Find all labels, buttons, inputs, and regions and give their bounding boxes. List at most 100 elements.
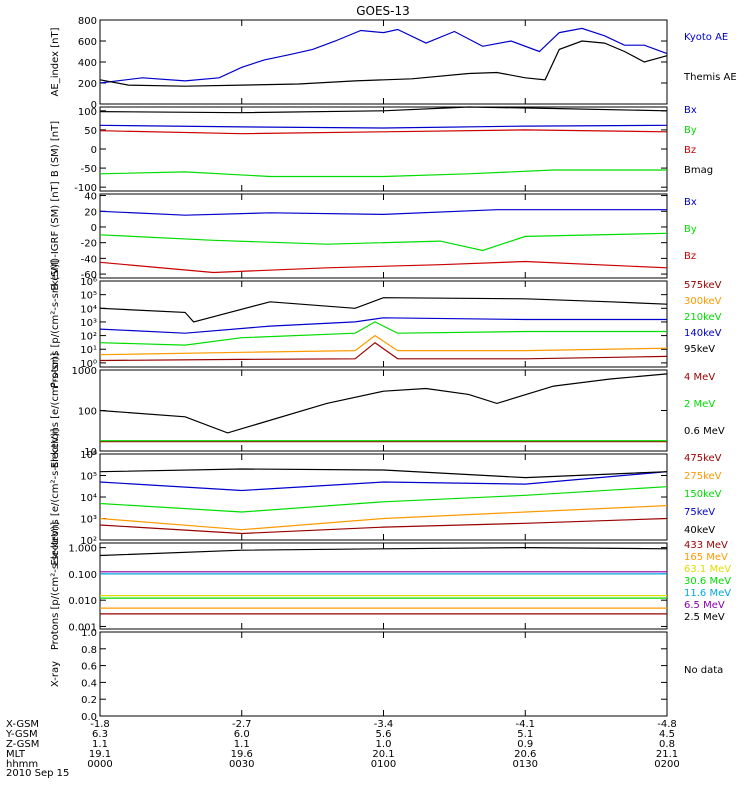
- ephemeris-value: 0200: [654, 759, 679, 770]
- ephemeris-value: 0.8: [659, 739, 675, 750]
- panel-frame: [99, 280, 668, 368]
- y-tick-label: 0: [91, 100, 97, 111]
- y-tick-label: 10⁶: [80, 450, 97, 461]
- y-tick-label: 0.8: [81, 645, 97, 656]
- y-tick-label: 0.100: [68, 570, 97, 581]
- y-tick-label: 1000: [72, 366, 97, 377]
- panel-6: 10² 10³ 10⁴ 10⁵ 10⁶ Electrons [e/(cm²-s-sr-ke…: [50, 428, 722, 565]
- y-axis-label: Protons [p/(cm²-s-sr-keV)]: [50, 260, 61, 388]
- ephemeris-value: 0100: [371, 759, 396, 770]
- legend-entry: 575keV: [684, 280, 722, 291]
- y-tick-label: -100: [74, 183, 97, 194]
- legend-entry: 2.5 MeV: [684, 612, 725, 623]
- ephemeris-value: 0.9: [517, 739, 533, 750]
- y-tick-label: 600: [78, 37, 97, 48]
- y-tick-label: 0.010: [68, 596, 97, 607]
- legend-entry: By: [684, 125, 697, 136]
- y-tick-label: 1.000: [68, 544, 97, 555]
- series-line: [99, 260, 668, 274]
- y-tick-label: 20: [84, 207, 97, 218]
- figure-title: GOES-13: [356, 4, 410, 18]
- legend-entry: Bx: [684, 105, 697, 116]
- series-line: [99, 373, 668, 434]
- ephemeris-value: 1.1: [92, 739, 108, 750]
- y-tick-label: 0: [91, 145, 97, 156]
- panel-2: 100 50 0 -50 -100 B (SM) [nT] Bx By Bz Bmag: [50, 105, 713, 194]
- y-axis-label: B (SM)-IGRF (SM) [nT]: [50, 181, 61, 290]
- legend-entry: 30.6 MeV: [684, 576, 731, 587]
- y-tick-label: 1.0: [81, 628, 97, 639]
- ephemeris-value: 6.3: [92, 729, 108, 740]
- y-tick-label: 10: [84, 447, 97, 458]
- y-tick-label: 10²: [80, 536, 97, 547]
- ephemeris-value: 20.6: [514, 749, 536, 760]
- ephemeris-row-label: MLT: [6, 749, 26, 760]
- y-tick-label: 10⁵: [80, 472, 97, 483]
- legend-entry: 210keV: [684, 312, 722, 323]
- y-tick-label: 10⁵: [80, 291, 97, 302]
- ephemeris-value: 0030: [229, 759, 254, 770]
- series-line: [99, 297, 668, 323]
- y-tick-label: 400: [78, 58, 97, 69]
- legend-entry: Kyoto AE: [684, 32, 728, 43]
- ephemeris-value: 19.1: [89, 749, 111, 760]
- ephemeris-value: 1.0: [376, 739, 392, 750]
- legend-entry: 475keV: [684, 453, 722, 464]
- ephemeris-value: 0130: [513, 759, 538, 770]
- y-axis-label: Electrons [e/(cm²-s-sr)]: [50, 353, 61, 469]
- y-axis-label: B (SM) [nT]: [50, 121, 61, 177]
- legend-entry: 140keV: [684, 328, 722, 339]
- ephemeris-value: 21.1: [656, 749, 678, 760]
- legend-entry: 95keV: [684, 344, 715, 355]
- legend-entry: 40keV: [684, 525, 715, 536]
- y-tick-label: 10⁶: [80, 277, 97, 288]
- y-tick-label: 800: [78, 16, 97, 27]
- ephemeris-value: -2.7: [232, 719, 252, 730]
- panel-frame: [99, 106, 668, 192]
- y-tick-label: -20: [81, 239, 97, 250]
- y-tick-label: 0.2: [81, 695, 97, 706]
- legend-entry: 0.6 MeV: [684, 426, 725, 437]
- panel-3: 40 20 0 -20 -40 -60 B (SM)-IGRF (SM) [nT] Bx By B…: [50, 181, 697, 290]
- series-line: [99, 106, 668, 114]
- series-line: [99, 321, 667, 346]
- y-axis-label: AE_index [nT]: [50, 27, 61, 96]
- ephemeris-value: -4.8: [657, 719, 677, 730]
- y-tick-label: -50: [81, 164, 97, 175]
- panel-4: 10⁰ 10¹ 10² 10³ 10⁴ 10⁵ 10⁶ Protons [p/(cm²-s-s…: [50, 260, 722, 388]
- no-data-note: No data: [684, 665, 723, 676]
- panel-1: 0 200 400 600 800 AE_index [nT] Kyoto AE Themis…: [50, 16, 737, 111]
- legend-entry: 11.6 MeV: [684, 588, 731, 599]
- y-tick-label: -40: [81, 254, 97, 265]
- legend-entry: 275keV: [684, 471, 722, 482]
- y-tick-label: 10⁴: [80, 304, 97, 315]
- ephemeris-value: -4.1: [515, 719, 535, 730]
- series-line: [99, 505, 668, 531]
- legend-entry: Bz: [684, 145, 696, 156]
- ephemeris-value: 19.6: [231, 749, 253, 760]
- series-line: [99, 341, 668, 362]
- date-label: 2010 Sep 15: [6, 768, 69, 779]
- ephemeris-value: 1.1: [234, 739, 250, 750]
- legend-entry: By: [684, 224, 697, 235]
- series-line: [99, 486, 668, 513]
- series-line: [99, 317, 667, 334]
- ephemeris-value: 4.5: [659, 729, 675, 740]
- panel-5: 10 100 1000 Electrons [e/(cm²-s-sr)] 4 MeV 2 …: [50, 353, 725, 469]
- ephemeris-value: 20.1: [372, 749, 394, 760]
- series-line: [99, 471, 668, 492]
- y-tick-label: 10⁰: [80, 359, 97, 370]
- series-line: [99, 169, 667, 178]
- ephemeris-value: -1.8: [90, 719, 110, 730]
- legend-entry: Bx: [684, 197, 697, 208]
- panel-frame: [99, 631, 668, 717]
- legend-entry: 150keV: [684, 489, 722, 500]
- y-tick-label: 0.0: [81, 712, 97, 723]
- ephemeris-value: 0000: [87, 759, 112, 770]
- ephemeris-value: 6.0: [234, 729, 250, 740]
- series-line: [99, 124, 668, 129]
- y-tick-label: 50: [84, 126, 97, 137]
- ephemeris-row-label: X-GSM: [6, 719, 39, 730]
- panel-frame: [99, 542, 668, 630]
